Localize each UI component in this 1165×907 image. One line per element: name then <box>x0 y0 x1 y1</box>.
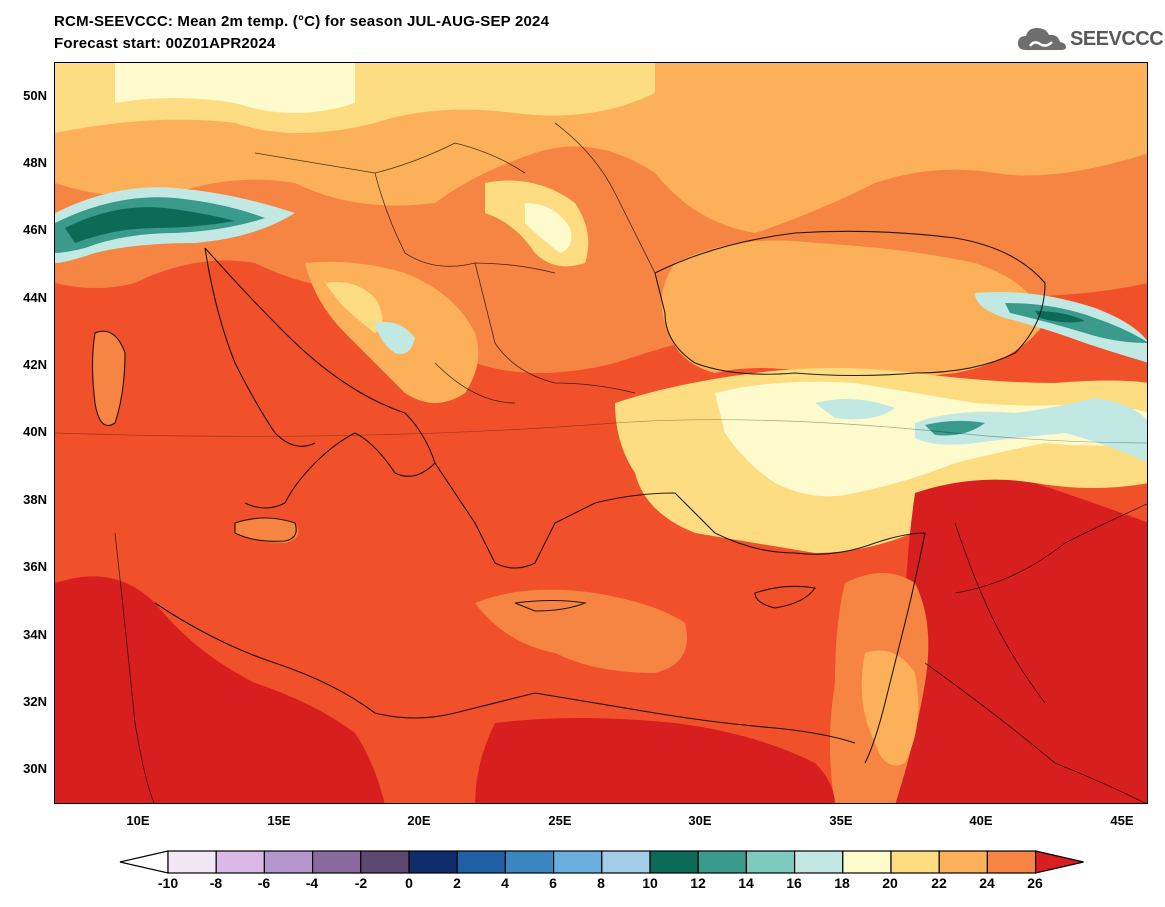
lon-label: 30E <box>688 813 712 828</box>
lat-label: 36N <box>23 559 47 574</box>
colorbar-label: 8 <box>597 875 605 891</box>
colorbar-box <box>408 850 458 874</box>
colorbar-box <box>890 850 940 874</box>
lat-label: 40N <box>23 424 47 439</box>
lon-label: 45E <box>1110 813 1134 828</box>
colorbar-label: 14 <box>738 875 754 891</box>
lat-label: 32N <box>23 694 47 709</box>
colorbar-box <box>504 850 555 874</box>
colorbar-over-triangle <box>1034 850 1084 874</box>
lon-label: 10E <box>126 813 150 828</box>
lon-label: 15E <box>267 813 291 828</box>
lat-label: 34N <box>23 627 47 642</box>
colorbar-label: 16 <box>786 875 802 891</box>
colorbar-label: 22 <box>931 875 947 891</box>
colorbar-label: 12 <box>690 875 706 891</box>
colorbar-box <box>649 850 699 874</box>
lat-label: 30N <box>23 761 47 776</box>
colorbar-label: 18 <box>834 875 850 891</box>
lat-label: 42N <box>23 357 47 372</box>
colorbar-label: -6 <box>257 875 271 891</box>
colorbar-box <box>745 850 796 874</box>
temperature-map <box>54 62 1148 804</box>
colorbar-box <box>601 850 651 874</box>
colorbar-box <box>312 850 362 874</box>
cloud-logo-icon <box>1018 28 1066 50</box>
lon-label: 40E <box>969 813 993 828</box>
lon-label: 35E <box>829 813 853 828</box>
colorbar-box <box>938 850 989 874</box>
logo-text: SEEVCCC <box>1070 28 1164 50</box>
colorbar-box <box>552 850 603 874</box>
colorbar-box <box>842 850 892 874</box>
map-title: RCM-SEEVCCC: Mean 2m temp. (°C) for seas… <box>54 13 550 30</box>
colorbar-label: -8 <box>209 875 223 891</box>
colorbar-box <box>360 850 410 874</box>
colorbar-label: 24 <box>979 875 995 891</box>
colorbar-box <box>167 850 217 874</box>
colorbar-label: 4 <box>501 875 509 891</box>
lat-label: 38N <box>23 492 47 507</box>
lon-label: 20E <box>407 813 431 828</box>
seevccc-logo: SEEVCCC <box>1016 24 1164 54</box>
colorbar-box <box>215 850 265 874</box>
colorbar-label: -4 <box>305 875 319 891</box>
colorbar-box <box>456 850 507 874</box>
colorbar-label: 20 <box>882 875 898 891</box>
lon-label: 25E <box>548 813 572 828</box>
lat-label: 46N <box>23 222 47 237</box>
lat-label: 50N <box>23 88 47 103</box>
colorbar-box <box>263 850 314 874</box>
colorbar-label: 10 <box>642 875 658 891</box>
colorbar-label: 2 <box>453 875 461 891</box>
temperature-field <box>55 63 1147 803</box>
colorbar-label: 0 <box>405 875 413 891</box>
colorbar-label: 6 <box>549 875 557 891</box>
colorbar-under-triangle <box>119 850 169 874</box>
lat-label: 48N <box>23 155 47 170</box>
lat-label: 44N <box>23 290 47 305</box>
colorbar-box <box>986 850 1037 874</box>
colorbar-label: -2 <box>354 875 368 891</box>
colorbar-label: -10 <box>157 875 179 891</box>
map-subtitle: Forecast start: 00Z01APR2024 <box>54 35 276 52</box>
colorbar-box <box>793 850 844 874</box>
colorbar <box>119 850 1084 874</box>
colorbar-box <box>697 850 748 874</box>
colorbar-label: 26 <box>1027 875 1043 891</box>
